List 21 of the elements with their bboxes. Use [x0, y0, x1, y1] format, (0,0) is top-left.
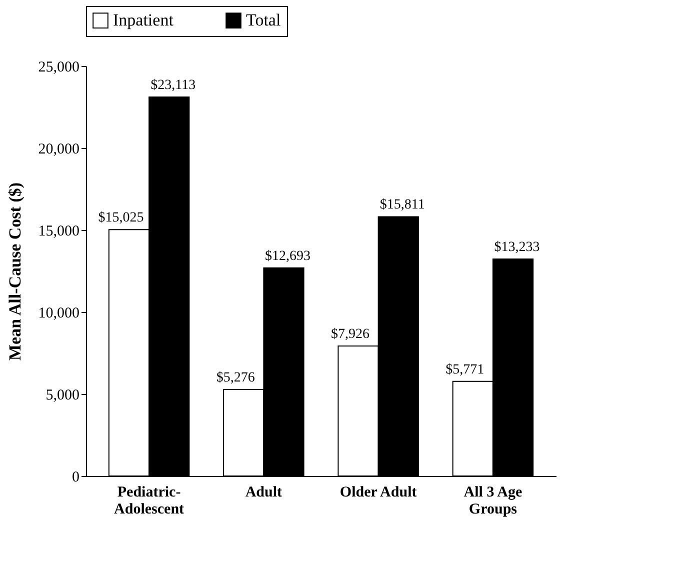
data-label: $13,233 — [494, 240, 540, 255]
legend-label: Inpatient — [113, 10, 174, 30]
data-label: $7,926 — [331, 327, 370, 342]
x-tick-label: All 3 Age Groups — [464, 484, 522, 518]
data-label: $23,113 — [150, 78, 196, 93]
data-label: $15,025 — [98, 210, 144, 226]
y-axis-title: Mean All-Cause Cost ($) — [5, 182, 24, 361]
x-tick-label: Older Adult — [340, 484, 417, 500]
data-label: $15,811 — [380, 198, 425, 213]
data-label: $5,771 — [446, 362, 484, 378]
x-tick-label: Pediatric- Adolescent — [114, 484, 184, 518]
x-tick-label: Adult — [245, 484, 282, 500]
y-tick-label: 20,000 — [38, 142, 80, 158]
data-label: $12,693 — [264, 248, 310, 264]
y-tick-label: 15,000 — [38, 224, 80, 240]
data-label: $5,276 — [216, 370, 255, 386]
y-tick-label: 25,000 — [38, 60, 80, 76]
y-tick-label: 5,000 — [46, 388, 80, 404]
y-tick-label: 0 — [72, 470, 80, 486]
legend-label: Total — [246, 10, 281, 30]
y-tick-label: 10,000 — [38, 306, 80, 322]
